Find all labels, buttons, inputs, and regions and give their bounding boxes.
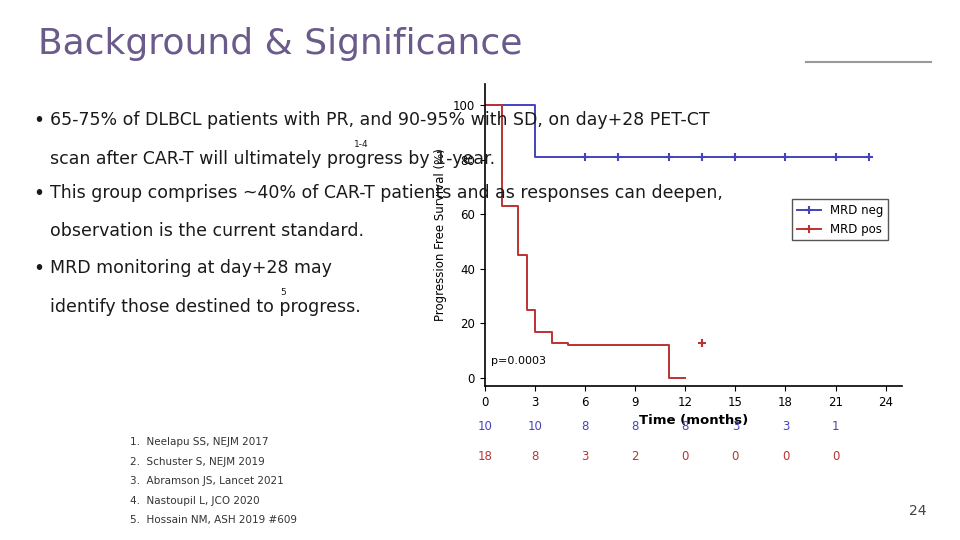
- Text: 1.  Neelapu SS, NEJM 2017: 1. Neelapu SS, NEJM 2017: [130, 437, 268, 448]
- Text: 65-75% of DLBCL patients with PR, and 90-95% with SD, on day+28 PET-CT: 65-75% of DLBCL patients with PR, and 90…: [50, 111, 709, 129]
- Text: 4.  Nastoupil L, JCO 2020: 4. Nastoupil L, JCO 2020: [130, 496, 259, 506]
- Text: Background & Significance: Background & Significance: [38, 27, 523, 61]
- Text: 2.  Schuster S, NEJM 2019: 2. Schuster S, NEJM 2019: [130, 457, 264, 467]
- Text: scan after CAR-T will ultimately progress by 1-year.: scan after CAR-T will ultimately progres…: [50, 150, 495, 167]
- Text: 10: 10: [527, 420, 542, 433]
- Text: •: •: [34, 111, 45, 130]
- Text: 3: 3: [781, 420, 789, 433]
- Text: observation is the current standard.: observation is the current standard.: [50, 222, 364, 240]
- Text: 0: 0: [781, 450, 789, 463]
- Text: identify those destined to progress.: identify those destined to progress.: [50, 298, 361, 316]
- Text: 2: 2: [632, 450, 639, 463]
- Text: 1-4: 1-4: [354, 140, 369, 149]
- Text: 8: 8: [582, 420, 588, 433]
- X-axis label: Time (months): Time (months): [639, 414, 748, 427]
- Y-axis label: Progression Free Survival (%): Progression Free Survival (%): [434, 148, 447, 321]
- Text: •: •: [34, 184, 45, 202]
- Text: 1: 1: [831, 420, 839, 433]
- Text: 3: 3: [582, 450, 588, 463]
- Text: 5.  Hossain NM, ASH 2019 #609: 5. Hossain NM, ASH 2019 #609: [130, 515, 297, 525]
- Text: 8: 8: [682, 420, 689, 433]
- Text: 8: 8: [531, 450, 539, 463]
- Text: •: •: [34, 259, 45, 278]
- Text: 5: 5: [280, 288, 286, 298]
- Text: This group comprises ~40% of CAR-T patients and as responses can deepen,: This group comprises ~40% of CAR-T patie…: [50, 184, 723, 201]
- Text: 3: 3: [732, 420, 739, 433]
- Text: MRD monitoring at day+28 may: MRD monitoring at day+28 may: [50, 259, 332, 277]
- Text: 3.  Abramson JS, Lancet 2021: 3. Abramson JS, Lancet 2021: [130, 476, 283, 487]
- Text: p=0.0003: p=0.0003: [492, 356, 546, 366]
- Text: 8: 8: [632, 420, 638, 433]
- Text: 0: 0: [832, 450, 839, 463]
- Text: 18: 18: [477, 450, 492, 463]
- Text: 10: 10: [477, 420, 492, 433]
- Text: 0: 0: [732, 450, 739, 463]
- Text: 0: 0: [682, 450, 689, 463]
- Legend: MRD neg, MRD pos: MRD neg, MRD pos: [792, 199, 888, 240]
- Text: 24: 24: [909, 504, 926, 518]
